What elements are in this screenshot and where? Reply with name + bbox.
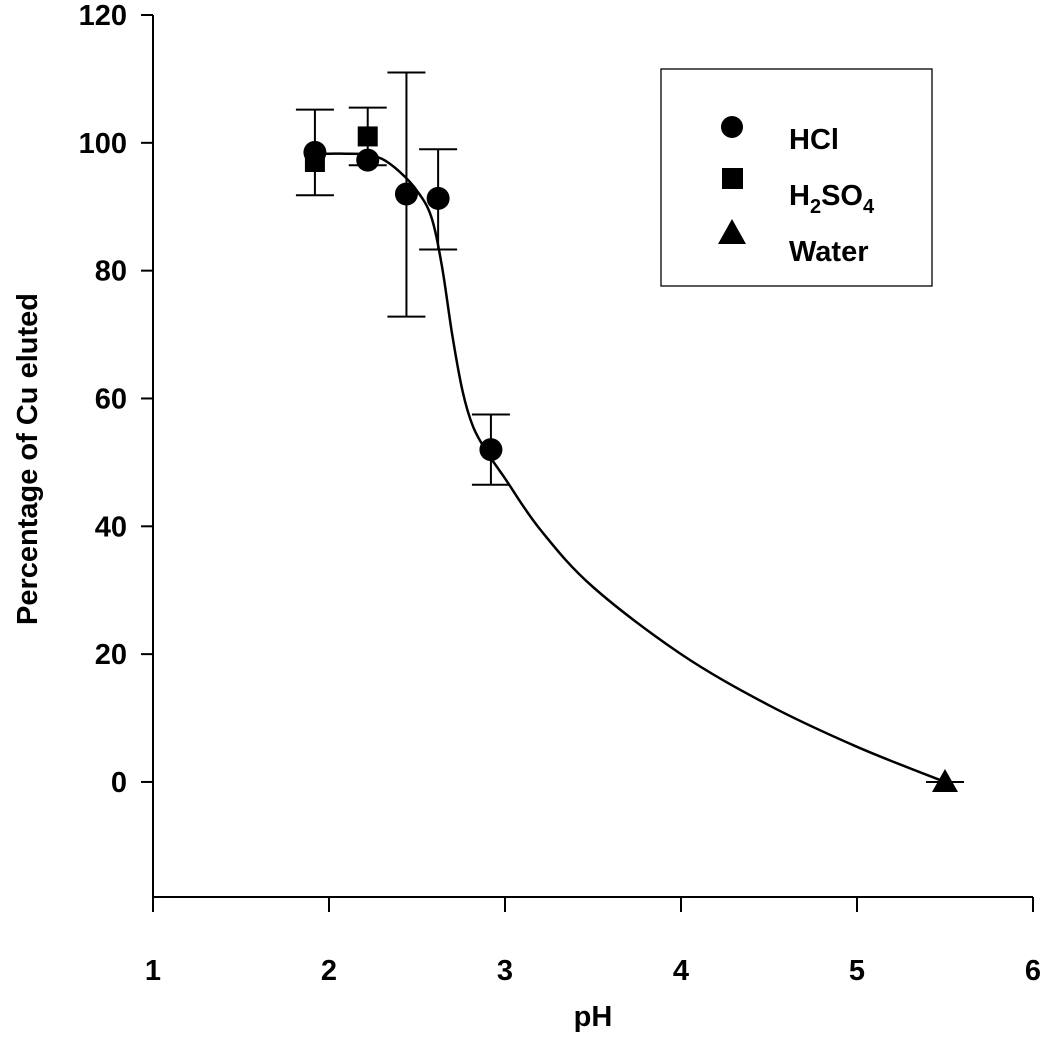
y-axis-title: Percentage of Cu eluted bbox=[12, 293, 44, 625]
legend-marker-hcl bbox=[721, 116, 743, 138]
data-point-h2so4 bbox=[357, 126, 378, 147]
data-point-water bbox=[932, 768, 958, 792]
y-tick-label: 40 bbox=[95, 511, 127, 543]
legend-label-hcl: HCl bbox=[789, 124, 839, 156]
y-tick-label: 80 bbox=[95, 256, 127, 288]
legend-marker-water bbox=[718, 219, 746, 244]
x-tick-label: 6 bbox=[1025, 955, 1041, 987]
data-point-hcl bbox=[426, 186, 450, 210]
y-tick-label: 0 bbox=[111, 767, 127, 799]
x-tick-label: 3 bbox=[497, 955, 513, 987]
y-tick-label: 20 bbox=[95, 639, 127, 671]
data-point-hcl bbox=[479, 438, 503, 462]
axes: 0 20 40 60 80 100 120 1 2 3 4 5 6 bbox=[79, 0, 1041, 987]
legend-label-water: Water bbox=[789, 236, 869, 268]
legend: HCl H2SO4 Water bbox=[660, 68, 933, 287]
x-tick-label: 1 bbox=[145, 955, 161, 987]
x-tick-label: 4 bbox=[673, 955, 689, 987]
data-point-hcl bbox=[394, 182, 418, 206]
legend-marker-h2so4 bbox=[722, 168, 743, 189]
data-markers bbox=[303, 126, 958, 792]
x-tick-label: 5 bbox=[849, 955, 865, 987]
data-point-hcl bbox=[356, 148, 380, 172]
y-tick-label: 60 bbox=[95, 383, 127, 415]
x-tick-label: 2 bbox=[321, 955, 337, 987]
x-axis-title: pH bbox=[574, 1001, 613, 1033]
y-tick-label: 100 bbox=[79, 128, 127, 160]
data-point-h2so4 bbox=[304, 152, 325, 172]
legend-box bbox=[660, 68, 933, 287]
y-tick-label: 120 bbox=[79, 0, 127, 32]
legend-label-h2so4: H2SO4 bbox=[789, 180, 875, 218]
